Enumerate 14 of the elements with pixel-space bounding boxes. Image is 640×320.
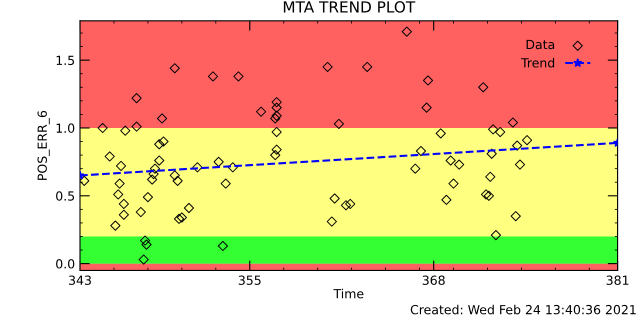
chart-title: MTA TREND PLOT — [284, 1, 416, 13]
text: Created: Wed Feb 24 13:40:36 2021 — [410, 304, 636, 314]
x-tick-label: 381 — [606, 275, 628, 285]
y-tick-label: 0.0 — [56, 259, 74, 269]
y-tick-label: 1.5 — [56, 56, 74, 66]
x-tick-label: 343 — [69, 275, 91, 285]
legend-label: Data — [526, 40, 554, 50]
y-axis-title: POS_ERR_6 — [37, 110, 50, 180]
legend-label: Trend — [520, 58, 554, 68]
y-tick-label: 0.5 — [56, 191, 74, 201]
x-tick-label: 368 — [422, 275, 445, 285]
x-tick-label: 355 — [238, 275, 261, 285]
y-tick-label: 1.0 — [56, 123, 74, 133]
x-axis-title: Time — [333, 288, 364, 298]
